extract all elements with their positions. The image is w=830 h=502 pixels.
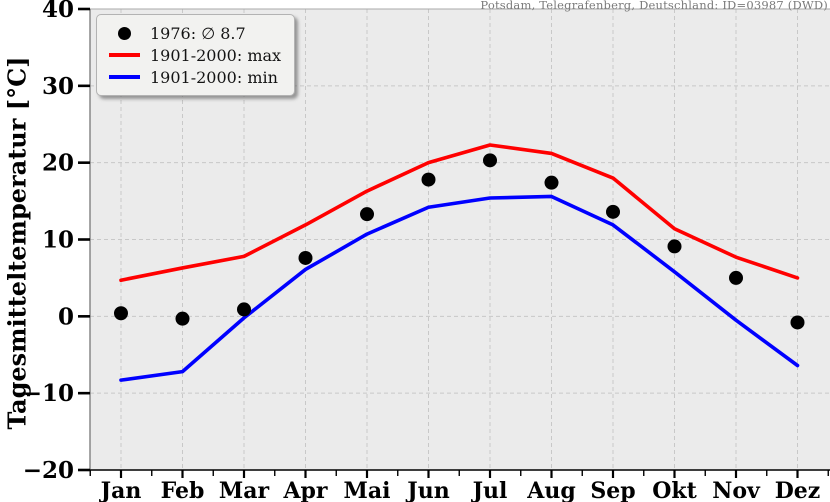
- y-tick-label: −10: [23, 380, 74, 407]
- x-tick-label: Mai: [344, 478, 391, 502]
- legend-label: 1901-2000: max: [150, 45, 282, 65]
- x-tick-label: Sep: [590, 478, 635, 502]
- data-point-1976: [360, 207, 374, 222]
- data-point-1976: [114, 306, 128, 321]
- x-tick-label: Jul: [471, 478, 508, 502]
- y-tick-label: 20: [42, 150, 74, 177]
- y-axis-label: Tagesmitteltemperatur [°C]: [2, 56, 32, 430]
- data-point-1976: [729, 270, 743, 285]
- x-tick-label: Okt: [652, 478, 697, 502]
- legend-item-1976: 1976: ∅ 8.7: [106, 22, 281, 44]
- y-tick-label: 10: [42, 227, 74, 254]
- data-point-1976: [606, 204, 620, 219]
- data-point-1976: [175, 311, 190, 326]
- x-tick-label: Nov: [712, 478, 761, 502]
- min-line: [119, 194, 800, 382]
- max-line: [119, 143, 800, 283]
- x-tick-label: Aug: [526, 478, 575, 502]
- y-tick-label: 0: [58, 303, 74, 330]
- data-point-1976: [667, 239, 682, 254]
- data-point-1976: [483, 153, 497, 168]
- data-point-1976: [421, 172, 436, 187]
- data-point-1976: [237, 302, 251, 317]
- x-tick-label: Apr: [282, 478, 327, 502]
- x-tick-label: Mar: [219, 478, 270, 502]
- y-tick-label: 30: [42, 73, 74, 100]
- data-point-1976: [790, 315, 805, 330]
- data-point-1976: [544, 175, 559, 190]
- legend-dot-marker-icon: [106, 26, 142, 40]
- legend-label: 1901-2000: min: [150, 67, 278, 87]
- legend: 1976: ∅ 8.7 1901-2000: max 1901-2000: mi…: [96, 14, 296, 96]
- legend-item-min: 1901-2000: min: [106, 66, 281, 88]
- y-tick-label: 40: [42, 0, 74, 23]
- legend-item-max: 1901-2000: max: [106, 44, 281, 66]
- legend-label: 1976: ∅ 8.7: [150, 23, 246, 43]
- x-tick-label: Feb: [161, 478, 205, 502]
- legend-max-line-icon: [106, 52, 142, 58]
- station-annotation: Potsdam, Telegrafenberg, Deutschland: ID…: [480, 0, 828, 12]
- legend-min-line-icon: [106, 74, 142, 80]
- x-tick-label: Jun: [405, 478, 449, 502]
- y-tick-label: −20: [23, 457, 74, 484]
- x-tick-label: Jan: [99, 478, 142, 502]
- x-tick-label: Dez: [775, 478, 821, 502]
- data-point-1976: [298, 250, 313, 265]
